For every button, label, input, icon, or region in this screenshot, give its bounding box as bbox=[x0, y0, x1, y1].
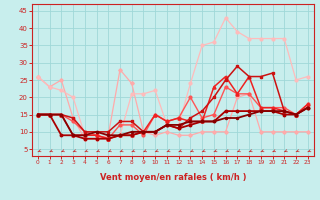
X-axis label: Vent moyen/en rafales ( km/h ): Vent moyen/en rafales ( km/h ) bbox=[100, 174, 246, 183]
